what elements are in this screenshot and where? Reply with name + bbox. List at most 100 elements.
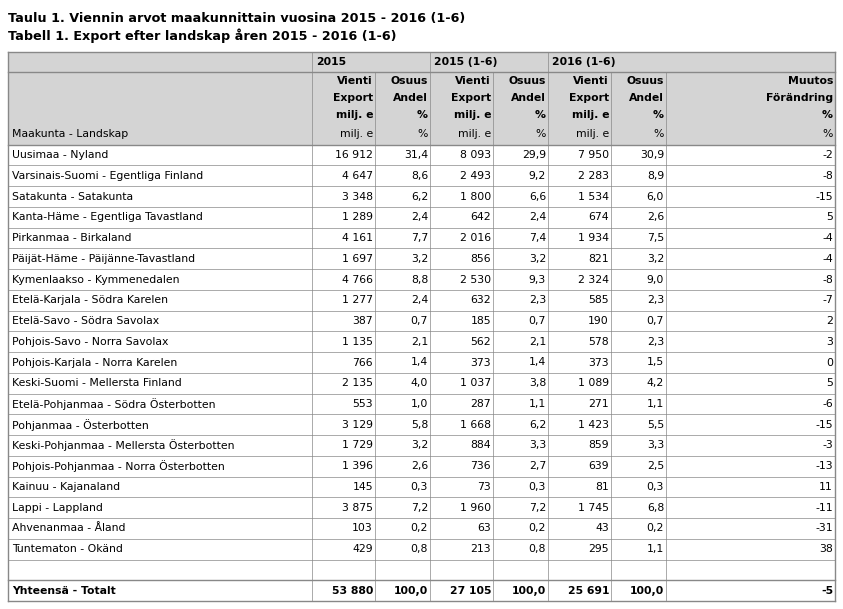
Text: %: % bbox=[535, 129, 546, 139]
Text: 1 037: 1 037 bbox=[460, 378, 491, 389]
Text: Muutos: Muutos bbox=[787, 76, 833, 86]
Text: 1 934: 1 934 bbox=[578, 233, 609, 243]
Text: %: % bbox=[417, 110, 428, 121]
Text: Satakunta - Satakunta: Satakunta - Satakunta bbox=[12, 192, 133, 202]
Text: Andel: Andel bbox=[511, 93, 546, 103]
Text: 2,1: 2,1 bbox=[529, 337, 546, 347]
Text: 6,6: 6,6 bbox=[529, 192, 546, 202]
Text: 2,4: 2,4 bbox=[529, 213, 546, 222]
Bar bbox=[8, 414, 835, 435]
Text: 100,0: 100,0 bbox=[512, 586, 546, 596]
Text: Kanta-Häme - Egentliga Tavastland: Kanta-Häme - Egentliga Tavastland bbox=[12, 213, 203, 222]
Text: 0,8: 0,8 bbox=[411, 544, 428, 554]
Text: 190: 190 bbox=[588, 316, 609, 326]
Text: Export: Export bbox=[333, 93, 373, 103]
Text: Varsinais-Suomi - Egentliga Finland: Varsinais-Suomi - Egentliga Finland bbox=[12, 171, 203, 181]
Text: 0,8: 0,8 bbox=[529, 544, 546, 554]
Text: -6: -6 bbox=[822, 399, 833, 409]
Text: -15: -15 bbox=[815, 420, 833, 430]
Text: Uusimaa - Nyland: Uusimaa - Nyland bbox=[12, 150, 109, 160]
Text: 1 534: 1 534 bbox=[578, 192, 609, 202]
Text: Ahvenanmaa - Åland: Ahvenanmaa - Åland bbox=[12, 523, 126, 533]
Text: Pohjois-Karjala - Norra Karelen: Pohjois-Karjala - Norra Karelen bbox=[12, 357, 177, 367]
Text: 1 423: 1 423 bbox=[578, 420, 609, 430]
Bar bbox=[8, 290, 835, 311]
Text: Osuus: Osuus bbox=[508, 76, 546, 86]
Text: 766: 766 bbox=[352, 357, 373, 367]
Text: 43: 43 bbox=[595, 523, 609, 533]
Text: 73: 73 bbox=[477, 482, 491, 492]
Text: Päijät-Häme - Päijänne-Tavastland: Päijät-Häme - Päijänne-Tavastland bbox=[12, 254, 195, 264]
Text: Pohjois-Savo - Norra Savolax: Pohjois-Savo - Norra Savolax bbox=[12, 337, 169, 347]
Text: 100,0: 100,0 bbox=[394, 586, 428, 596]
Text: milj. e: milj. e bbox=[576, 129, 609, 139]
Text: 7 950: 7 950 bbox=[577, 150, 609, 160]
Bar bbox=[8, 456, 835, 477]
Text: Vienti: Vienti bbox=[455, 76, 491, 86]
Bar bbox=[8, 539, 835, 560]
Bar bbox=[8, 145, 835, 166]
Text: %: % bbox=[535, 110, 546, 121]
Text: 3,2: 3,2 bbox=[529, 254, 546, 264]
Text: 287: 287 bbox=[470, 399, 491, 409]
Text: 2016 (1-6): 2016 (1-6) bbox=[552, 57, 615, 67]
Text: 884: 884 bbox=[470, 440, 491, 451]
Text: 585: 585 bbox=[588, 295, 609, 305]
Text: 0,3: 0,3 bbox=[647, 482, 664, 492]
Text: 4 161: 4 161 bbox=[342, 233, 373, 243]
Text: 639: 639 bbox=[588, 461, 609, 471]
Text: 1,4: 1,4 bbox=[411, 357, 428, 367]
Text: 6,8: 6,8 bbox=[647, 502, 664, 513]
Text: -11: -11 bbox=[815, 502, 833, 513]
Text: 27 105: 27 105 bbox=[449, 586, 491, 596]
Text: 3,2: 3,2 bbox=[411, 440, 428, 451]
Text: 31,4: 31,4 bbox=[404, 150, 428, 160]
Text: Lappi - Lappland: Lappi - Lappland bbox=[12, 502, 103, 513]
Text: 8 093: 8 093 bbox=[460, 150, 491, 160]
Text: 4,0: 4,0 bbox=[411, 378, 428, 389]
Bar bbox=[8, 207, 835, 228]
Text: 562: 562 bbox=[470, 337, 491, 347]
Text: 1 668: 1 668 bbox=[460, 420, 491, 430]
Text: %: % bbox=[417, 129, 428, 139]
Text: Osuus: Osuus bbox=[390, 76, 428, 86]
Text: 3,3: 3,3 bbox=[647, 440, 664, 451]
Text: 2,7: 2,7 bbox=[529, 461, 546, 471]
Text: 0,2: 0,2 bbox=[411, 523, 428, 533]
Text: Taulu 1. Viennin arvot maakunnittain vuosina 2015 - 2016 (1-6): Taulu 1. Viennin arvot maakunnittain vuo… bbox=[8, 12, 465, 25]
Text: %: % bbox=[822, 110, 833, 121]
Text: Andel: Andel bbox=[393, 93, 428, 103]
Bar bbox=[8, 248, 835, 269]
Text: 7,2: 7,2 bbox=[529, 502, 546, 513]
Text: 7,5: 7,5 bbox=[647, 233, 664, 243]
Text: 3 875: 3 875 bbox=[342, 502, 373, 513]
Text: 2,3: 2,3 bbox=[529, 295, 546, 305]
Text: 1 960: 1 960 bbox=[460, 502, 491, 513]
Text: 6,2: 6,2 bbox=[529, 420, 546, 430]
Text: 1,1: 1,1 bbox=[529, 399, 546, 409]
Text: 632: 632 bbox=[470, 295, 491, 305]
Text: 25 691: 25 691 bbox=[567, 586, 609, 596]
Text: 3: 3 bbox=[826, 337, 833, 347]
Text: 642: 642 bbox=[470, 213, 491, 222]
Text: 2,4: 2,4 bbox=[411, 213, 428, 222]
Text: 1 697: 1 697 bbox=[342, 254, 373, 264]
Text: 7,7: 7,7 bbox=[411, 233, 428, 243]
Bar bbox=[8, 373, 835, 393]
Text: 1,1: 1,1 bbox=[647, 399, 664, 409]
Text: 2,1: 2,1 bbox=[411, 337, 428, 347]
Text: 578: 578 bbox=[588, 337, 609, 347]
Text: 2015 (1-6): 2015 (1-6) bbox=[434, 57, 497, 67]
Text: Etelä-Karjala - Södra Karelen: Etelä-Karjala - Södra Karelen bbox=[12, 295, 168, 305]
Bar bbox=[8, 580, 835, 601]
Text: 1 277: 1 277 bbox=[342, 295, 373, 305]
Text: -3: -3 bbox=[822, 440, 833, 451]
Text: 9,3: 9,3 bbox=[529, 275, 546, 284]
Text: 30,9: 30,9 bbox=[640, 150, 664, 160]
Text: -2: -2 bbox=[822, 150, 833, 160]
Text: 429: 429 bbox=[352, 544, 373, 554]
Text: 5: 5 bbox=[826, 378, 833, 389]
Text: -8: -8 bbox=[822, 171, 833, 181]
Text: milj. e: milj. e bbox=[340, 129, 373, 139]
Text: Vienti: Vienti bbox=[573, 76, 609, 86]
